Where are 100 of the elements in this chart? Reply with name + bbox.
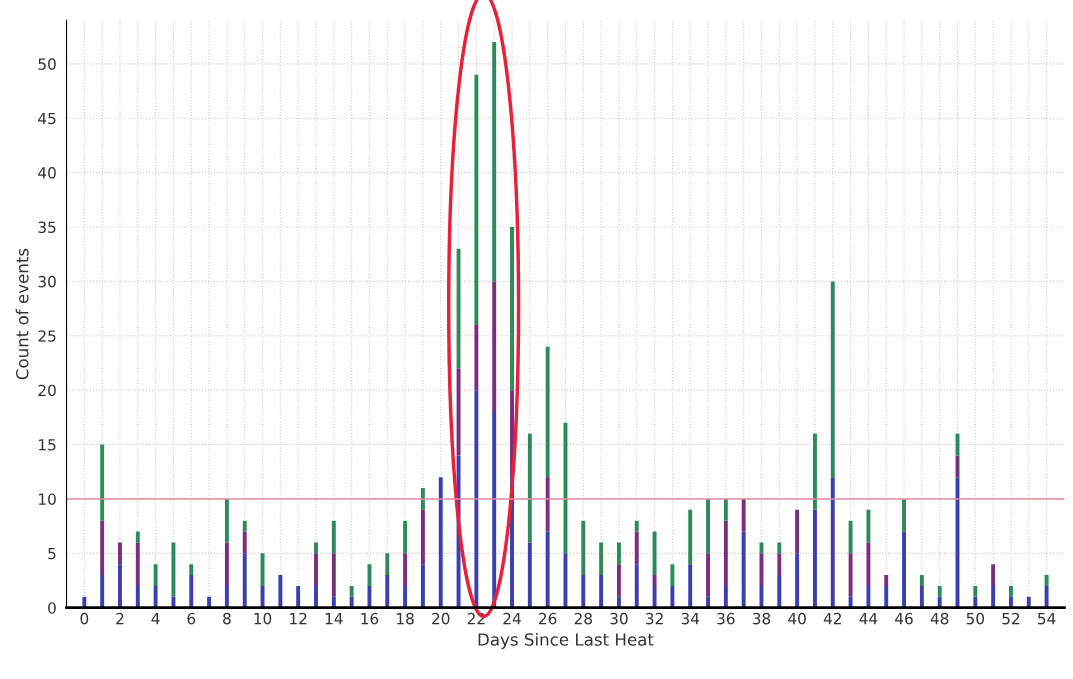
bar bbox=[367, 585, 372, 608]
bar bbox=[973, 585, 978, 597]
y-tick-label: 5 bbox=[48, 547, 56, 560]
bar bbox=[367, 564, 372, 586]
x-tick-label: 44 bbox=[859, 613, 878, 625]
bar bbox=[420, 488, 425, 510]
y-tick-label: 45 bbox=[38, 112, 56, 125]
bar bbox=[545, 477, 550, 532]
bar bbox=[349, 585, 354, 597]
bar bbox=[100, 444, 105, 521]
bar bbox=[777, 575, 782, 608]
bar bbox=[830, 281, 835, 478]
bar bbox=[706, 553, 710, 597]
bar bbox=[634, 520, 639, 532]
bar bbox=[135, 531, 140, 543]
bar bbox=[599, 575, 604, 608]
x-tick-label: 42 bbox=[823, 612, 841, 625]
bar bbox=[420, 509, 425, 565]
y-tick-label: 30 bbox=[38, 275, 56, 288]
y-tick-label: 20 bbox=[38, 384, 56, 397]
x-tick-label: 52 bbox=[1002, 612, 1020, 625]
y-tick-label: 50 bbox=[38, 58, 56, 70]
bar bbox=[100, 575, 105, 608]
bar bbox=[403, 585, 408, 608]
bar bbox=[260, 553, 265, 586]
bar bbox=[991, 564, 996, 586]
x-tick-label: 10 bbox=[254, 612, 272, 625]
bar bbox=[296, 585, 301, 608]
x-tick-label: 30 bbox=[610, 612, 628, 625]
bar bbox=[848, 553, 853, 597]
bar bbox=[670, 585, 675, 608]
bar bbox=[135, 542, 140, 586]
bar bbox=[456, 368, 461, 456]
bar bbox=[581, 520, 586, 576]
bar bbox=[224, 585, 229, 608]
bar bbox=[688, 509, 693, 565]
bar bbox=[492, 42, 497, 282]
bar bbox=[510, 227, 514, 391]
x-tick-label: 54 bbox=[1038, 613, 1056, 625]
x-tick-label: 8 bbox=[223, 612, 231, 625]
x-tick-label: 28 bbox=[574, 612, 592, 625]
bar bbox=[545, 346, 550, 478]
bar bbox=[777, 553, 782, 576]
bar bbox=[634, 564, 639, 608]
bar bbox=[634, 531, 639, 565]
bar bbox=[991, 585, 996, 608]
bar bbox=[599, 542, 604, 576]
bar bbox=[242, 553, 247, 608]
x-tick-label: 26 bbox=[539, 612, 557, 625]
bar bbox=[723, 585, 728, 608]
bar bbox=[385, 553, 390, 576]
bar bbox=[706, 498, 710, 554]
bar bbox=[474, 390, 479, 608]
bar bbox=[937, 585, 942, 597]
x-tick-label: 14 bbox=[325, 613, 343, 625]
bar bbox=[866, 585, 871, 608]
bar bbox=[224, 542, 229, 586]
x-tick-label: 20 bbox=[432, 612, 450, 625]
bar bbox=[812, 509, 817, 608]
y-tick-label: 25 bbox=[38, 330, 56, 342]
bar bbox=[224, 498, 229, 543]
bar bbox=[314, 553, 318, 586]
bar bbox=[438, 477, 443, 608]
y-tick-label: 10 bbox=[39, 493, 56, 505]
bar bbox=[527, 433, 532, 543]
bar bbox=[153, 585, 158, 608]
bar bbox=[866, 542, 871, 586]
bar bbox=[902, 498, 906, 532]
bar bbox=[812, 433, 817, 510]
x-tick-label: 32 bbox=[646, 612, 663, 625]
x-tick-label: 36 bbox=[717, 612, 735, 625]
bar bbox=[581, 575, 586, 608]
bar bbox=[723, 498, 728, 521]
x-tick-label: 50 bbox=[966, 612, 985, 625]
bar bbox=[403, 520, 408, 554]
bar bbox=[652, 585, 657, 608]
x-tick-label: 46 bbox=[895, 612, 913, 625]
bar bbox=[902, 531, 906, 608]
y-tick-label: 40 bbox=[38, 167, 56, 179]
bar bbox=[830, 477, 835, 608]
x-tick-label: 48 bbox=[930, 612, 949, 625]
x-tick-label: 2 bbox=[116, 612, 124, 625]
bar bbox=[331, 553, 336, 597]
x-tick-label: 38 bbox=[752, 612, 771, 625]
x-tick-label: 40 bbox=[788, 612, 806, 625]
y-tick-label: 0 bbox=[48, 602, 56, 614]
x-axis-title: Days Since Last Heat bbox=[478, 632, 654, 650]
x-tick-label: 4 bbox=[151, 613, 160, 625]
bar bbox=[456, 248, 461, 369]
bar bbox=[616, 564, 621, 597]
y-tick-label: 15 bbox=[39, 439, 56, 451]
bar bbox=[385, 575, 390, 608]
bar bbox=[795, 553, 800, 608]
bar bbox=[527, 542, 532, 608]
bar bbox=[777, 542, 782, 554]
bar bbox=[420, 564, 425, 608]
bar bbox=[884, 575, 889, 586]
bar bbox=[474, 324, 479, 391]
bar bbox=[1044, 575, 1049, 586]
bar bbox=[171, 542, 176, 597]
